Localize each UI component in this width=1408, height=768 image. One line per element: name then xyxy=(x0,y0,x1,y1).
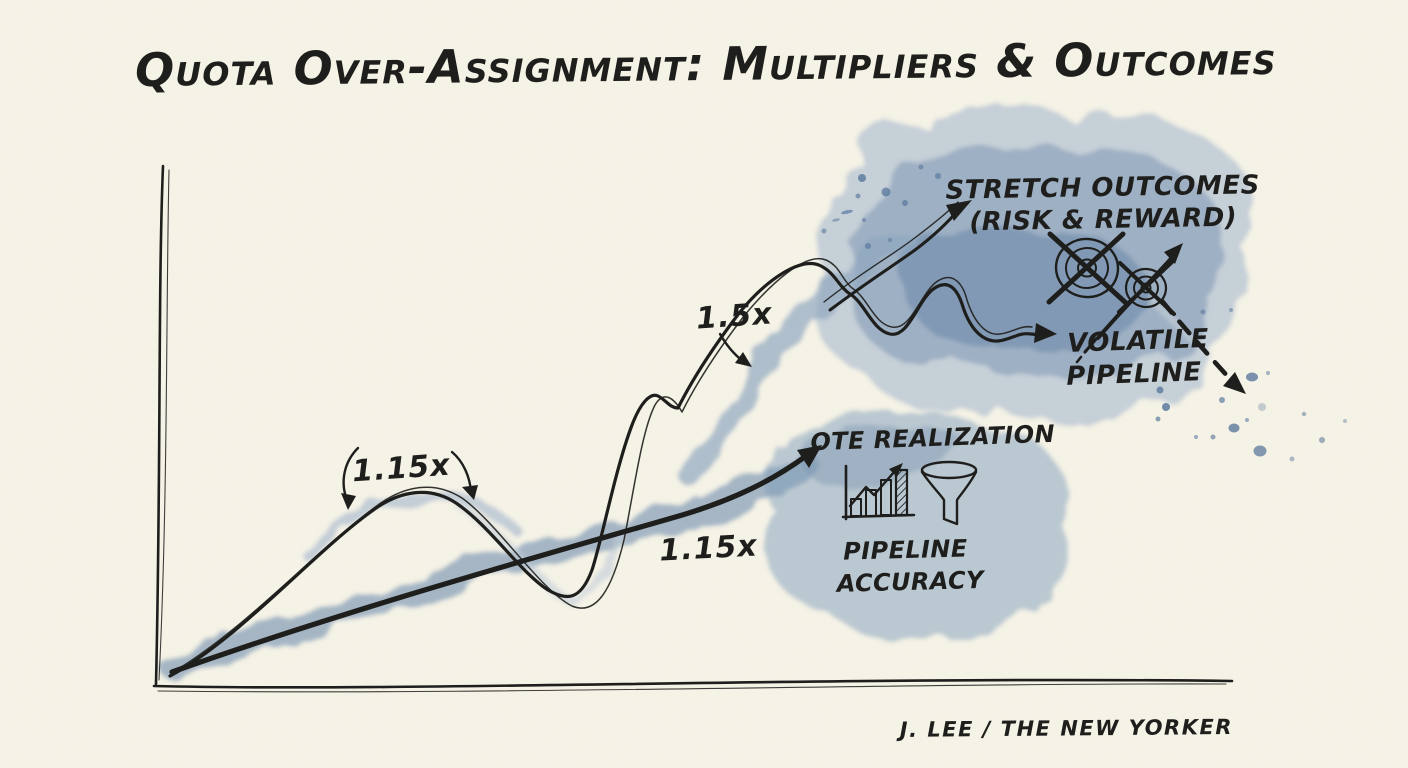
hump-left-arrowhead xyxy=(341,493,356,510)
through-target-arrowhead xyxy=(1164,243,1183,264)
quota-line-1-5x-sketch-stroke xyxy=(172,257,1033,673)
stretch-branch-arrow xyxy=(823,200,972,312)
ote-arrow-line xyxy=(169,453,809,675)
stretch-branch-main xyxy=(828,206,962,312)
ote-arrow xyxy=(169,445,822,675)
through-target-arrow xyxy=(1075,243,1183,364)
svg-text:(RISK & REWARD): (RISK & REWARD) xyxy=(969,203,1237,238)
funnel-icon xyxy=(920,460,978,526)
ote-arrowhead xyxy=(797,445,822,468)
decline-arrowhead xyxy=(1223,372,1246,394)
multiplier-ote-label: 1.15x xyxy=(658,528,759,568)
pipeline-accuracy-label: PIPELINE ACCURACY xyxy=(834,534,986,598)
multiplier-hump-label: 1.15x xyxy=(351,448,452,490)
svg-text:PIPELINE: PIPELINE xyxy=(1066,357,1202,392)
text-layer: Quota Over-Assignment: Multipliers & Out… xyxy=(135,31,1277,742)
svg-text:ACCURACY: ACCURACY xyxy=(834,566,986,598)
x-axis xyxy=(152,678,1234,689)
artist-signature: J. LEE / THE NEW YORKER xyxy=(896,715,1233,742)
dashed-decline-arrow xyxy=(1159,298,1246,394)
missed-targets-group xyxy=(1046,231,1246,394)
stretch-branch-sketch-stroke xyxy=(823,201,959,303)
stretch-outcomes-label: STRETCH OUTCOMES (RISK & REWARD) xyxy=(945,170,1260,237)
steep-arrowhead xyxy=(735,352,752,367)
multiplier-steep-label: 1.5x xyxy=(695,296,774,336)
annotation-arrows xyxy=(341,332,752,510)
growth-arrowhead xyxy=(889,463,903,477)
volatile-pipeline-label: VOLATILE PIPELINE xyxy=(1066,324,1210,392)
hump-right-arrowhead xyxy=(462,485,478,500)
x-axis-sketch-stroke xyxy=(157,683,1227,693)
stretch-arrowhead xyxy=(946,200,972,221)
svg-text:PIPELINE: PIPELINE xyxy=(843,534,968,565)
axes xyxy=(152,164,1234,693)
volatile-arrowhead xyxy=(1034,323,1057,343)
svg-text:VOLATILE: VOLATILE xyxy=(1067,324,1210,359)
y-axis xyxy=(154,164,165,686)
quota-line-1-5x xyxy=(168,257,1057,678)
bar-chart-growth-icon xyxy=(841,463,916,521)
crossed-target-icon-large xyxy=(1046,231,1129,306)
y-axis-sketch-stroke xyxy=(158,169,170,681)
page-title: Quota Over-Assignment: Multipliers & Out… xyxy=(135,31,1277,97)
svg-text:STRETCH OUTCOMES: STRETCH OUTCOMES xyxy=(945,170,1260,205)
quota-line-1-5x-main xyxy=(168,262,1043,678)
